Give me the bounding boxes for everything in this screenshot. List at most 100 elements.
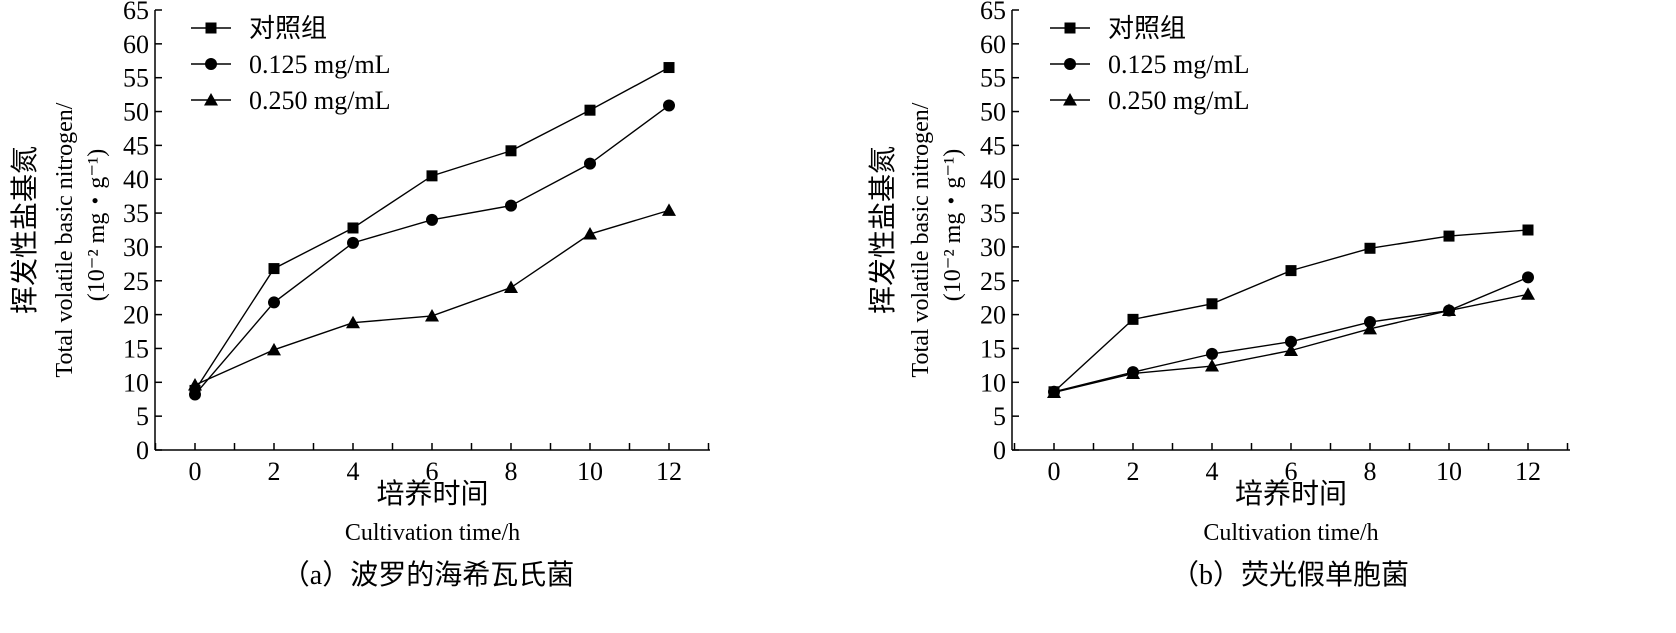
data-point-triangle — [267, 342, 281, 356]
data-point-square — [1522, 224, 1534, 236]
data-point-circle — [268, 296, 280, 309]
y-tick-label: 20 — [980, 301, 1006, 330]
series-line-1 — [1053, 276, 1529, 393]
legend-label: 0.125 mg/mL — [249, 50, 391, 79]
x-axis-title-cn: 培养时间 — [1235, 478, 1347, 510]
legend-entry-2: 0.250 mg/mL — [1050, 86, 1250, 115]
data-point-triangle — [1363, 321, 1377, 335]
y-tick-label: 25 — [123, 267, 149, 296]
y-tick-label: 40 — [123, 165, 149, 194]
y-axis-title-cn: 挥发性盐基氮 — [9, 146, 41, 314]
y-axis-title-en: Total volatile basic nitrogen/ — [908, 102, 934, 377]
data-point-circle — [1285, 335, 1297, 348]
y-tick-label: 30 — [123, 233, 149, 262]
data-point-square — [1443, 230, 1455, 242]
x-axis-title-en: Cultivation time/h — [345, 520, 520, 546]
y-tick-label: 50 — [980, 98, 1006, 127]
data-point-square — [663, 62, 675, 74]
legend-entry-1: 0.125 mg/mL — [1050, 50, 1250, 79]
data-point-circle — [426, 213, 438, 226]
y-tick-label: 5 — [136, 402, 149, 431]
y-tick-label: 45 — [123, 131, 149, 160]
chart-panel-a: 0 5 10 15 20 25 30 35 40 45 50 55 60 65 0 2 4 6 8 10 12 对照组 0.… — [9, 0, 710, 591]
data-point-square — [505, 145, 517, 157]
legend-marker-square — [1064, 22, 1076, 34]
legend-entry-1: 0.125 mg/mL — [191, 50, 391, 79]
x-tick-label: 12 — [1515, 457, 1541, 486]
data-point-triangle — [425, 308, 439, 322]
y-tick-label: 25 — [980, 267, 1006, 296]
series-line-2 — [194, 209, 670, 386]
data-point-square — [1127, 313, 1139, 325]
x-tick-label: 10 — [577, 457, 603, 486]
chart-panel-b: 0 5 10 15 20 25 30 35 40 45 50 55 60 65 0 2 4 6 8 10 12 对照组 0.… — [867, 0, 1570, 591]
data-point-circle — [1206, 347, 1218, 360]
series-line-1 — [194, 104, 670, 395]
y-axis-title-cn: 挥发性盐基氮 — [867, 146, 899, 314]
legend-marker-circle — [205, 58, 217, 70]
y-tick-label: 10 — [980, 368, 1006, 397]
data-point-square — [584, 104, 596, 116]
data-point-triangle — [188, 378, 202, 391]
figure-caption: （b）荧光假单胞菌 — [1171, 559, 1409, 591]
legend-marker-circle — [1064, 58, 1076, 70]
y-axis-title-en: Total volatile basic nitrogen/ — [52, 102, 78, 377]
y-tick-label: 55 — [980, 64, 1006, 93]
data-point-square — [1285, 265, 1297, 277]
y-tick-label: 50 — [123, 98, 149, 127]
legend-marker-triangle — [1063, 93, 1077, 106]
y-tick-label: 35 — [980, 199, 1006, 228]
x-tick-label: 8 — [1364, 457, 1377, 486]
y-tick-label: 20 — [123, 301, 149, 330]
y-tick-label: 15 — [123, 334, 149, 363]
legend-marker-square — [205, 22, 217, 34]
y-tick-label: 5 — [993, 402, 1006, 431]
data-point-triangle — [504, 280, 518, 294]
legend-entry-0: 对照组 — [1050, 14, 1186, 43]
figure-caption: （a）波罗的海希瓦氏菌 — [282, 559, 574, 591]
y-tick-label: 45 — [980, 131, 1006, 160]
x-tick-label: 0 — [189, 457, 202, 486]
x-tick-label: 4 — [1206, 457, 1219, 486]
x-axis-title-en: Cultivation time/h — [1203, 520, 1378, 546]
y-tick-label: 65 — [980, 0, 1006, 25]
data-point-square — [426, 170, 438, 182]
data-point-square — [268, 263, 280, 275]
x-tick-label: 6 — [426, 457, 439, 486]
data-point-triangle — [662, 203, 676, 216]
legend-label: 0.250 mg/mL — [1108, 86, 1250, 115]
legend-label: 对照组 — [249, 14, 327, 43]
data-point-triangle — [1126, 366, 1140, 380]
legend-label: 0.125 mg/mL — [1108, 50, 1250, 79]
x-tick-label: 2 — [268, 457, 281, 486]
data-point-circle — [505, 199, 517, 212]
x-axis-title-cn: 培养时间 — [376, 478, 488, 510]
data-point-triangle — [1442, 303, 1456, 317]
data-point-circle — [1522, 271, 1534, 284]
x-tick-label: 8 — [505, 457, 518, 486]
y-tick-label: 60 — [980, 30, 1006, 59]
legend-label: 0.250 mg/mL — [249, 86, 391, 115]
data-point-triangle — [346, 315, 360, 329]
x-tick-label: 12 — [656, 457, 682, 486]
y-tick-label: 0 — [136, 436, 149, 465]
y-axis-unit: (10⁻² mg・g⁻¹) — [940, 149, 966, 301]
legend-marker-triangle — [204, 93, 218, 106]
data-point-circle — [663, 99, 675, 112]
y-axis-title: 挥发性盐基氮 Total volatile basic nitrogen/(10⁻… — [867, 102, 966, 377]
y-tick-label: 40 — [980, 165, 1006, 194]
x-tick-label: 0 — [1048, 457, 1061, 486]
data-point-square — [347, 222, 359, 234]
y-tick-label: 55 — [123, 64, 149, 93]
data-point-triangle — [1047, 385, 1061, 398]
data-point-triangle — [583, 227, 597, 240]
data-point-triangle — [1521, 287, 1535, 300]
y-tick-label: 65 — [123, 0, 149, 25]
legend-label: 对照组 — [1108, 14, 1186, 43]
y-tick-label: 30 — [980, 233, 1006, 262]
data-point-square — [1206, 298, 1218, 310]
y-tick-label: 60 — [123, 30, 149, 59]
data-point-circle — [347, 236, 359, 249]
